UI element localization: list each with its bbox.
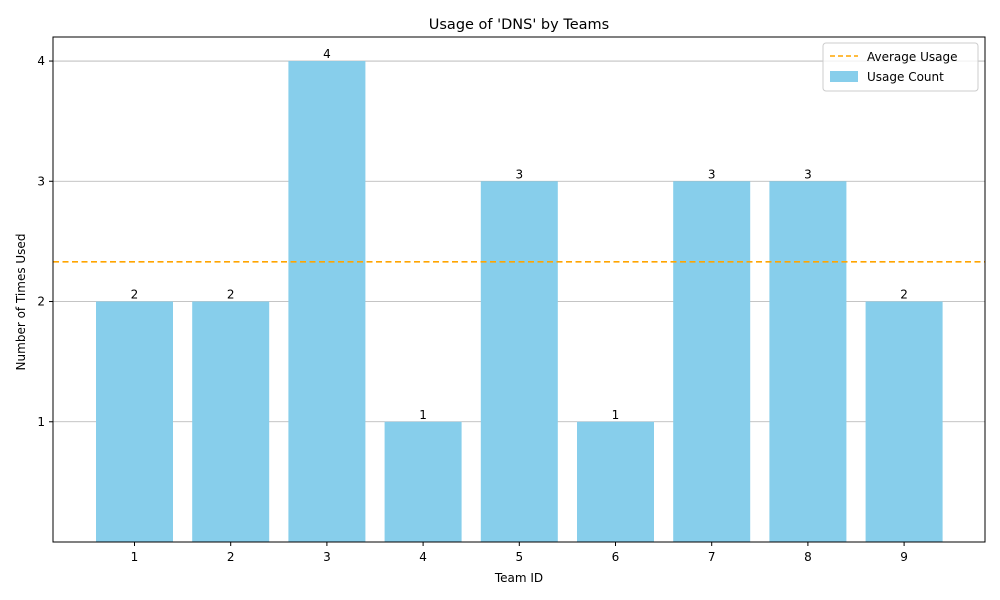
x-tick-label: 3 xyxy=(323,550,331,564)
bar-value-label: 2 xyxy=(131,288,139,302)
bar xyxy=(288,61,366,543)
bar xyxy=(96,301,173,542)
x-tick-label: 1 xyxy=(131,550,139,564)
bar xyxy=(384,421,462,542)
legend-usage-label: Usage Count xyxy=(867,70,944,84)
x-tick-label: 6 xyxy=(612,550,620,564)
y-tick-label: 1 xyxy=(37,415,45,429)
x-tick-label: 5 xyxy=(515,550,523,564)
bar-value-label: 3 xyxy=(708,167,716,181)
data-labels: 2 2 4 1 3 1 3 3 2 xyxy=(131,47,908,422)
y-tick-label: 3 xyxy=(37,174,45,188)
legend-box xyxy=(822,42,979,92)
bar-value-label: 2 xyxy=(227,288,235,302)
legend: Average Usage Usage Count xyxy=(822,42,979,92)
x-tick-label: 8 xyxy=(804,550,812,564)
x-tick-label: 9 xyxy=(900,550,908,564)
bar xyxy=(769,181,847,543)
bar-value-label: 3 xyxy=(804,167,812,181)
x-tick-label: 2 xyxy=(227,550,235,564)
bar-value-label: 1 xyxy=(612,408,620,422)
legend-average-label: Average Usage xyxy=(867,50,957,64)
bar xyxy=(577,421,654,542)
bar xyxy=(480,181,558,543)
bar-value-label: 1 xyxy=(419,408,427,422)
bars xyxy=(96,61,943,543)
x-tick-label: 4 xyxy=(419,550,427,564)
bar xyxy=(865,301,943,542)
y-axis-label: Number of Times Used xyxy=(14,234,28,371)
y-tick-label: 4 xyxy=(37,54,45,68)
legend-usage-swatch xyxy=(830,71,858,82)
y-tick-label: 2 xyxy=(37,295,45,309)
chart-title: Usage of 'DNS' by Teams xyxy=(429,17,609,33)
bar-value-label: 4 xyxy=(323,47,331,61)
ticks: 1 2 3 4 1 2 3 4 5 6 7 8 9 xyxy=(37,54,908,564)
x-tick-label: 7 xyxy=(708,550,716,564)
bar xyxy=(673,181,751,543)
bar xyxy=(192,301,270,542)
bar-value-label: 2 xyxy=(900,288,908,302)
x-axis-label: Team ID xyxy=(494,571,543,585)
bar-value-label: 3 xyxy=(515,167,523,181)
